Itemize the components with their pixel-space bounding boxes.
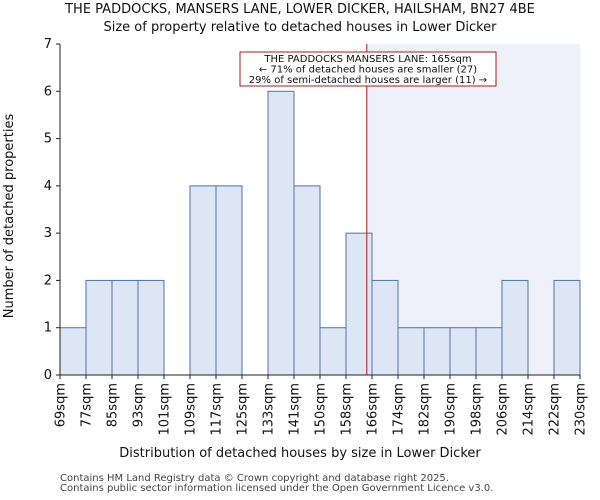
- bar: [397, 327, 425, 376]
- x-tick-label: 101sqm: [158, 383, 173, 436]
- x-tick-label: 109sqm: [184, 383, 199, 436]
- x-tick-label: 182sqm: [418, 383, 433, 436]
- bar: [111, 279, 139, 376]
- bar: [59, 327, 87, 376]
- annotation-line: THE PADDOCKS MANSERS LANE: 165sqm: [263, 54, 471, 65]
- y-tick-label: 3: [44, 226, 52, 241]
- bar: [345, 232, 373, 376]
- x-tick-label: 69sqm: [54, 383, 69, 427]
- y-tick-label: 6: [44, 84, 52, 99]
- x-tick-label: 117sqm: [210, 383, 225, 436]
- x-tick-label: 150sqm: [314, 383, 329, 436]
- footer-line-2: Contains public sector information licen…: [60, 483, 494, 494]
- x-tick-label: 77sqm: [80, 383, 95, 427]
- annotation-box: [239, 51, 497, 87]
- bar: [371, 279, 399, 376]
- x-tick-label: 190sqm: [444, 383, 459, 436]
- annotation-line: 29% of semi-detached houses are larger (…: [249, 75, 487, 86]
- y-axis-label: Number of detached properties: [2, 114, 17, 319]
- y-tick-label: 1: [44, 321, 52, 336]
- x-tick-label: 93sqm: [132, 383, 147, 427]
- y-tick-label: 5: [44, 132, 52, 147]
- x-tick-label: 198sqm: [470, 383, 485, 436]
- bar: [267, 90, 295, 376]
- bar: [449, 327, 477, 376]
- y-tick-label: 7: [44, 37, 52, 52]
- highlight-region: [366, 44, 580, 375]
- y-tick-label: 0: [44, 368, 52, 383]
- x-tick-label: 222sqm: [548, 383, 563, 436]
- annotation-line: ← 71% of detached houses are smaller (27…: [259, 65, 477, 76]
- y-tick-label: 2: [44, 273, 52, 288]
- bar: [85, 279, 113, 376]
- x-tick-label: 174sqm: [392, 383, 407, 436]
- x-tick-label: 230sqm: [574, 383, 589, 436]
- bar: [215, 185, 243, 376]
- plot-area: 0 1 2 3 4 5 6 7 69sqm 77sqm 85sqm 93sqm 101sqm 109sqm…: [44, 37, 589, 436]
- bar: [137, 279, 165, 376]
- x-tick-label: 206sqm: [496, 383, 511, 436]
- bar: [553, 279, 581, 376]
- x-tick-label: 125sqm: [236, 383, 251, 436]
- y-tick-label: 4: [44, 179, 52, 194]
- x-axis-label: Distribution of detached houses by size …: [119, 446, 481, 461]
- x-tick-label: 141sqm: [288, 383, 303, 436]
- x-tick-label: 133sqm: [262, 383, 277, 436]
- bar: [501, 279, 529, 376]
- bar: [475, 327, 503, 376]
- x-tick-label: 85sqm: [106, 383, 121, 427]
- x-tick-label: 158sqm: [340, 383, 355, 436]
- bar: [293, 185, 321, 376]
- x-tick-label: 166sqm: [366, 383, 381, 436]
- bar: [423, 327, 451, 376]
- x-tick-label: 214sqm: [522, 383, 537, 436]
- bar: [189, 185, 217, 376]
- footer-line-1: Contains HM Land Registry data © Crown c…: [60, 473, 449, 484]
- chart-subtitle: Size of property relative to detached ho…: [103, 20, 497, 35]
- bar: [319, 327, 347, 376]
- chart-title: THE PADDOCKS, MANSERS LANE, LOWER DICKER…: [64, 2, 535, 17]
